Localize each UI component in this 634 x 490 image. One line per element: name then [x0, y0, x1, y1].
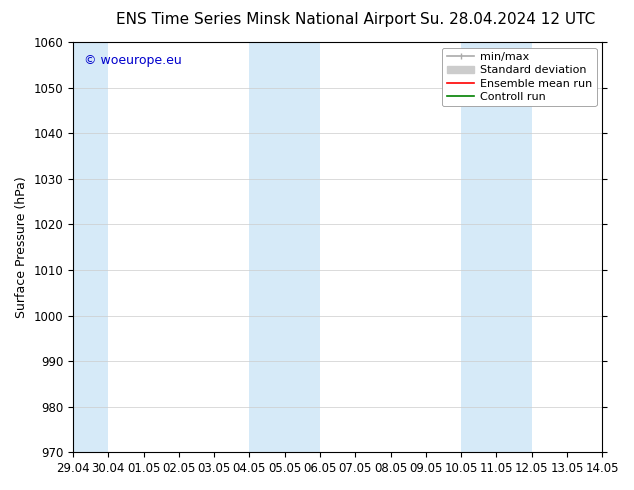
Bar — [461, 42, 532, 452]
Text: Su. 28.04.2024 12 UTC: Su. 28.04.2024 12 UTC — [420, 12, 595, 27]
Y-axis label: Surface Pressure (hPa): Surface Pressure (hPa) — [15, 176, 28, 318]
Bar — [249, 42, 320, 452]
Legend: min/max, Standard deviation, Ensemble mean run, Controll run: min/max, Standard deviation, Ensemble me… — [443, 48, 597, 106]
Text: © woeurope.eu: © woeurope.eu — [84, 54, 181, 67]
Bar — [73, 42, 108, 452]
Text: ENS Time Series Minsk National Airport: ENS Time Series Minsk National Airport — [116, 12, 417, 27]
